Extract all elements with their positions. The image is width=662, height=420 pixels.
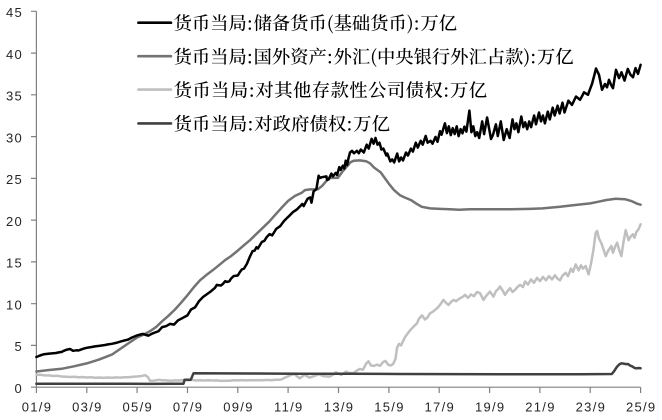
svg-text:15/9: 15/9 [374, 399, 405, 414]
svg-text:35: 35 [6, 89, 23, 104]
svg-text:5: 5 [14, 339, 23, 354]
svg-text:01/9: 01/9 [22, 399, 53, 414]
svg-text:45: 45 [6, 5, 23, 20]
svg-text:23/9: 23/9 [576, 399, 607, 414]
svg-text:0: 0 [14, 381, 23, 396]
svg-text:19/9: 19/9 [475, 399, 506, 414]
svg-text:25: 25 [6, 172, 23, 187]
svg-text:05/9: 05/9 [123, 399, 154, 414]
svg-text:40: 40 [6, 47, 23, 62]
svg-text:15: 15 [6, 256, 23, 271]
svg-text:07/9: 07/9 [173, 399, 204, 414]
svg-text:17/9: 17/9 [425, 399, 456, 414]
svg-text:10: 10 [6, 298, 23, 313]
svg-text:11/9: 11/9 [274, 399, 304, 414]
svg-text:13/9: 13/9 [324, 399, 355, 414]
svg-text:30: 30 [6, 130, 23, 145]
svg-text:09/9: 09/9 [223, 399, 254, 414]
svg-text:20: 20 [6, 214, 23, 229]
svg-text:03/9: 03/9 [72, 399, 103, 414]
svg-text:25/9: 25/9 [626, 399, 657, 414]
svg-text:21/9: 21/9 [525, 399, 556, 414]
